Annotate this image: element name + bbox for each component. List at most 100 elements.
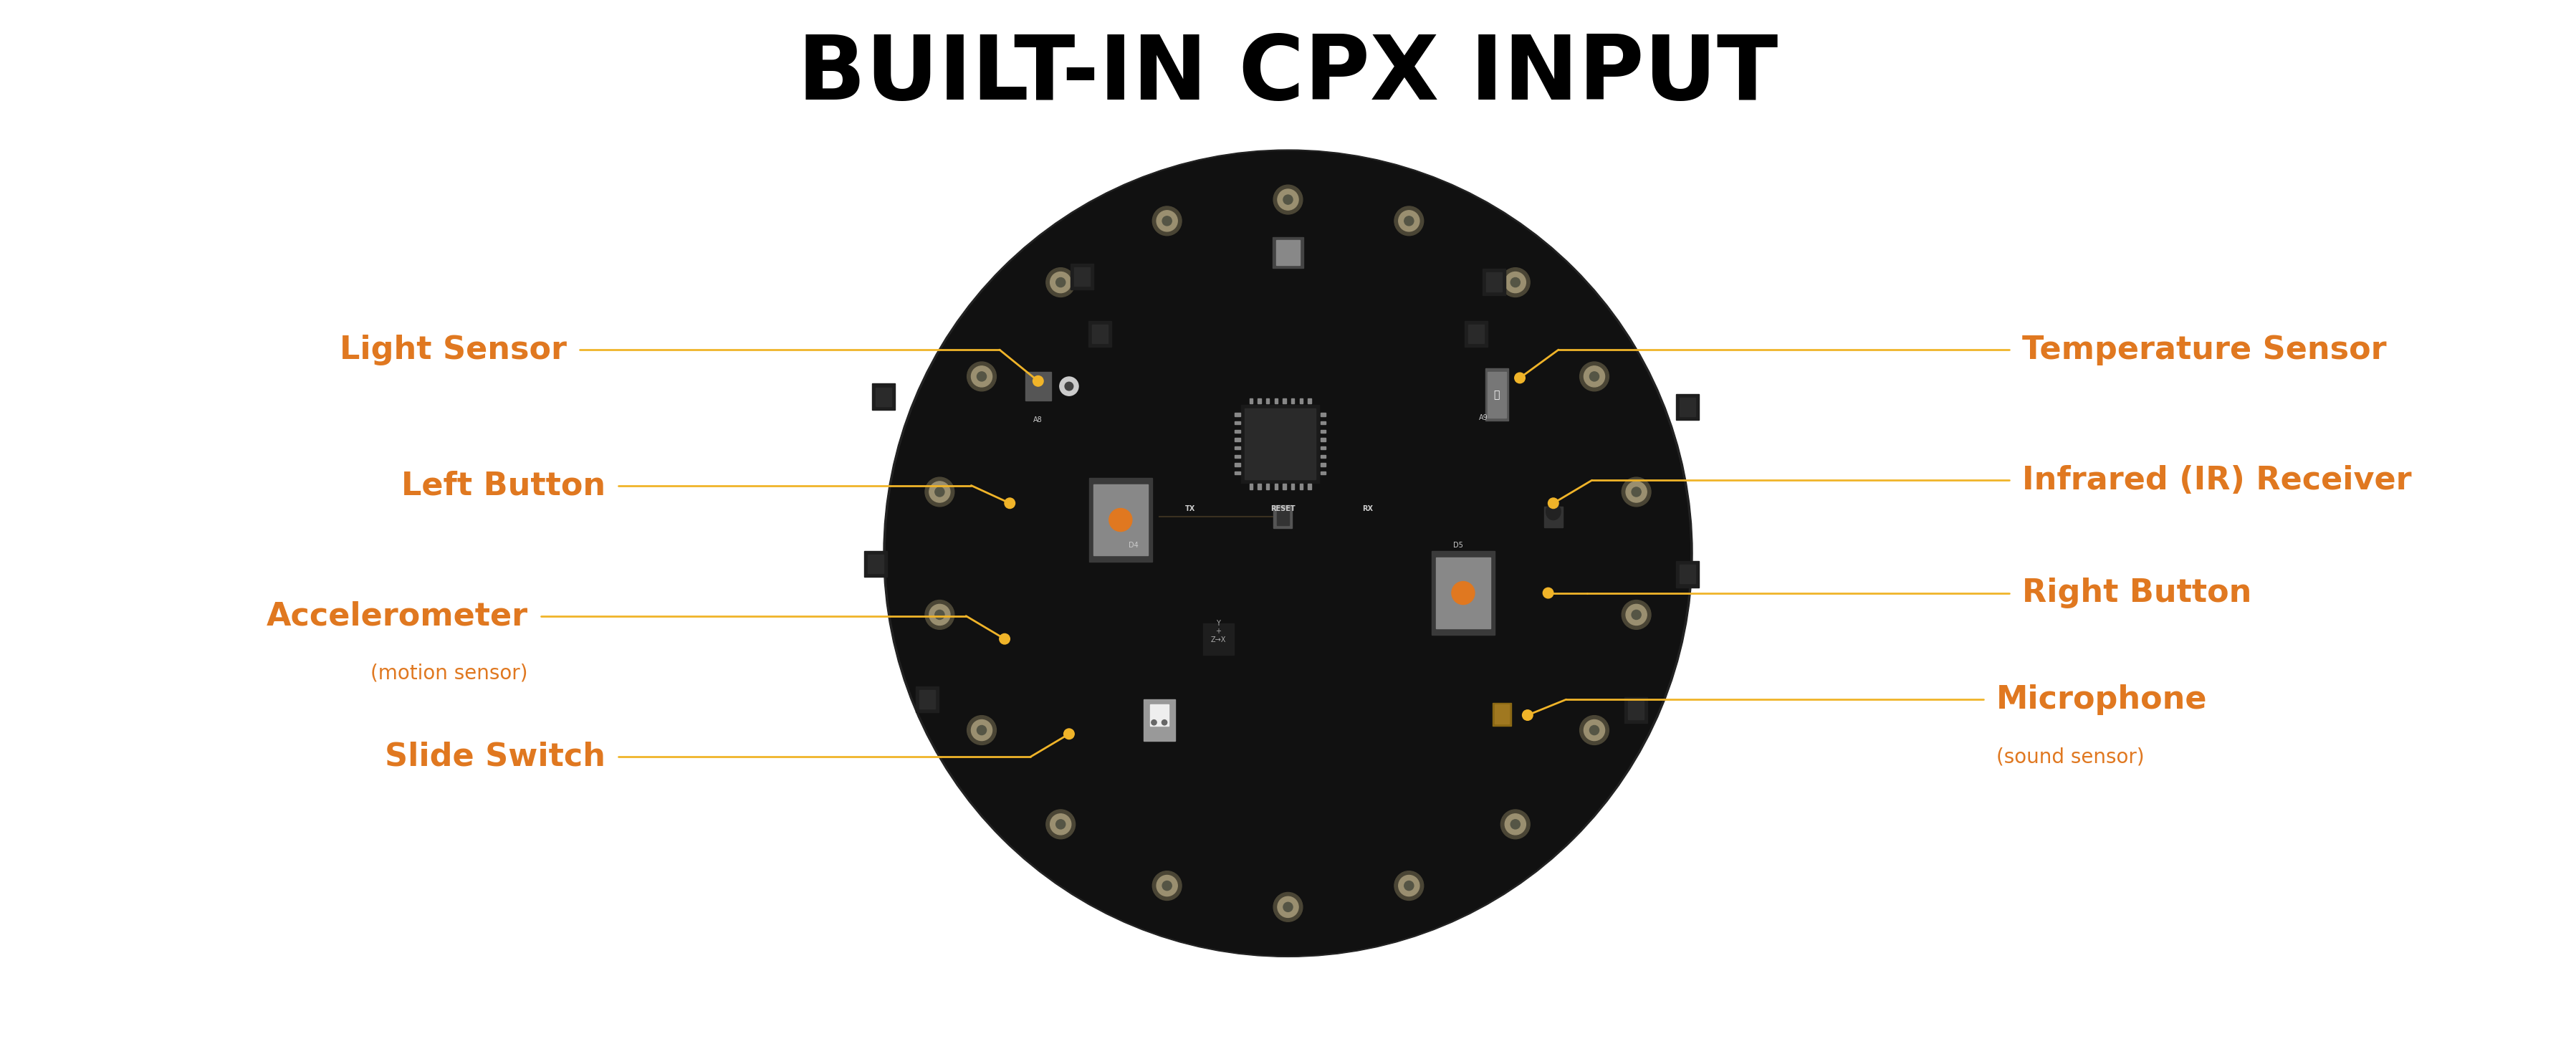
Ellipse shape: [1046, 267, 1074, 296]
Text: Temperature Sensor: Temperature Sensor: [2022, 334, 2385, 365]
Bar: [1249, 484, 1252, 489]
Bar: [1283, 399, 1285, 403]
Ellipse shape: [930, 481, 951, 502]
Bar: [1074, 267, 1090, 286]
Ellipse shape: [930, 604, 951, 625]
Bar: [1278, 240, 1298, 265]
Bar: [1628, 701, 1643, 719]
Bar: [1273, 237, 1303, 268]
Text: RESET: RESET: [1270, 505, 1296, 512]
Bar: [1291, 399, 1293, 403]
Bar: [1494, 705, 1510, 723]
Ellipse shape: [1162, 216, 1172, 226]
Bar: [1468, 325, 1484, 343]
Ellipse shape: [1394, 871, 1425, 900]
Bar: [868, 554, 884, 573]
Text: Slide Switch: Slide Switch: [384, 741, 605, 773]
Ellipse shape: [1162, 881, 1172, 891]
Bar: [1273, 505, 1293, 528]
Bar: [1234, 472, 1239, 474]
Bar: [1149, 705, 1170, 726]
Bar: [1321, 412, 1327, 416]
Text: Accelerometer: Accelerometer: [265, 600, 528, 632]
Bar: [1321, 438, 1327, 441]
Ellipse shape: [925, 600, 953, 630]
Ellipse shape: [1064, 382, 1074, 390]
Ellipse shape: [1404, 881, 1414, 891]
Bar: [1203, 623, 1234, 655]
Bar: [1486, 369, 1507, 421]
Ellipse shape: [1059, 377, 1079, 396]
Ellipse shape: [1589, 726, 1600, 735]
Ellipse shape: [1404, 216, 1414, 226]
Text: TX: TX: [1185, 505, 1195, 512]
Ellipse shape: [1278, 897, 1298, 918]
Bar: [866, 550, 886, 576]
Ellipse shape: [1151, 871, 1182, 900]
Bar: [1244, 408, 1316, 479]
Ellipse shape: [1151, 207, 1182, 236]
Bar: [1321, 421, 1327, 424]
Text: Infrared (IR) Receiver: Infrared (IR) Receiver: [2022, 465, 2411, 496]
Ellipse shape: [971, 719, 992, 740]
Text: (motion sensor): (motion sensor): [371, 663, 528, 684]
Bar: [1283, 484, 1285, 489]
Bar: [1092, 325, 1108, 343]
Bar: [1234, 455, 1239, 457]
Bar: [1144, 699, 1175, 741]
Ellipse shape: [935, 488, 945, 497]
Bar: [1677, 562, 1698, 587]
Ellipse shape: [1510, 278, 1520, 287]
Ellipse shape: [1056, 820, 1066, 829]
Ellipse shape: [1005, 498, 1015, 508]
Bar: [1432, 551, 1494, 635]
Text: A8: A8: [1033, 417, 1043, 423]
Ellipse shape: [884, 150, 1692, 956]
Bar: [1321, 455, 1327, 457]
Text: 🌡: 🌡: [1494, 389, 1499, 400]
Bar: [1486, 272, 1502, 291]
Bar: [1275, 399, 1278, 403]
Ellipse shape: [1631, 610, 1641, 619]
Ellipse shape: [976, 372, 987, 381]
Text: Left Button: Left Button: [402, 470, 605, 501]
Bar: [1321, 447, 1327, 450]
Bar: [1680, 398, 1695, 417]
Ellipse shape: [1584, 366, 1605, 387]
Text: D4: D4: [1128, 542, 1139, 548]
Bar: [1435, 557, 1492, 628]
Ellipse shape: [1283, 195, 1293, 205]
Ellipse shape: [1151, 720, 1157, 725]
Bar: [1486, 372, 1507, 418]
Ellipse shape: [1157, 875, 1177, 896]
Ellipse shape: [1273, 893, 1303, 922]
Bar: [1275, 484, 1278, 489]
Ellipse shape: [1579, 362, 1610, 392]
Text: BUILT-IN CPX INPUT: BUILT-IN CPX INPUT: [799, 31, 1777, 118]
Bar: [1321, 472, 1327, 474]
Bar: [1321, 464, 1327, 466]
Bar: [1309, 484, 1311, 489]
Text: A9: A9: [1479, 414, 1489, 421]
Bar: [1234, 421, 1239, 424]
Ellipse shape: [1504, 814, 1525, 835]
Ellipse shape: [1064, 729, 1074, 739]
Ellipse shape: [1548, 498, 1558, 508]
Ellipse shape: [1522, 710, 1533, 720]
Text: Microphone: Microphone: [1996, 684, 2208, 715]
Ellipse shape: [1623, 477, 1651, 506]
Ellipse shape: [1623, 600, 1651, 630]
Bar: [1257, 399, 1262, 403]
Bar: [1234, 412, 1239, 416]
Bar: [1072, 263, 1092, 289]
Ellipse shape: [886, 151, 1690, 955]
Ellipse shape: [1502, 810, 1530, 839]
Ellipse shape: [1051, 814, 1072, 835]
Ellipse shape: [971, 366, 992, 387]
Bar: [1025, 372, 1051, 401]
Ellipse shape: [1625, 481, 1646, 502]
Text: Right Button: Right Button: [2022, 577, 2251, 609]
Bar: [1090, 478, 1151, 562]
Bar: [876, 387, 891, 406]
Ellipse shape: [935, 610, 945, 619]
